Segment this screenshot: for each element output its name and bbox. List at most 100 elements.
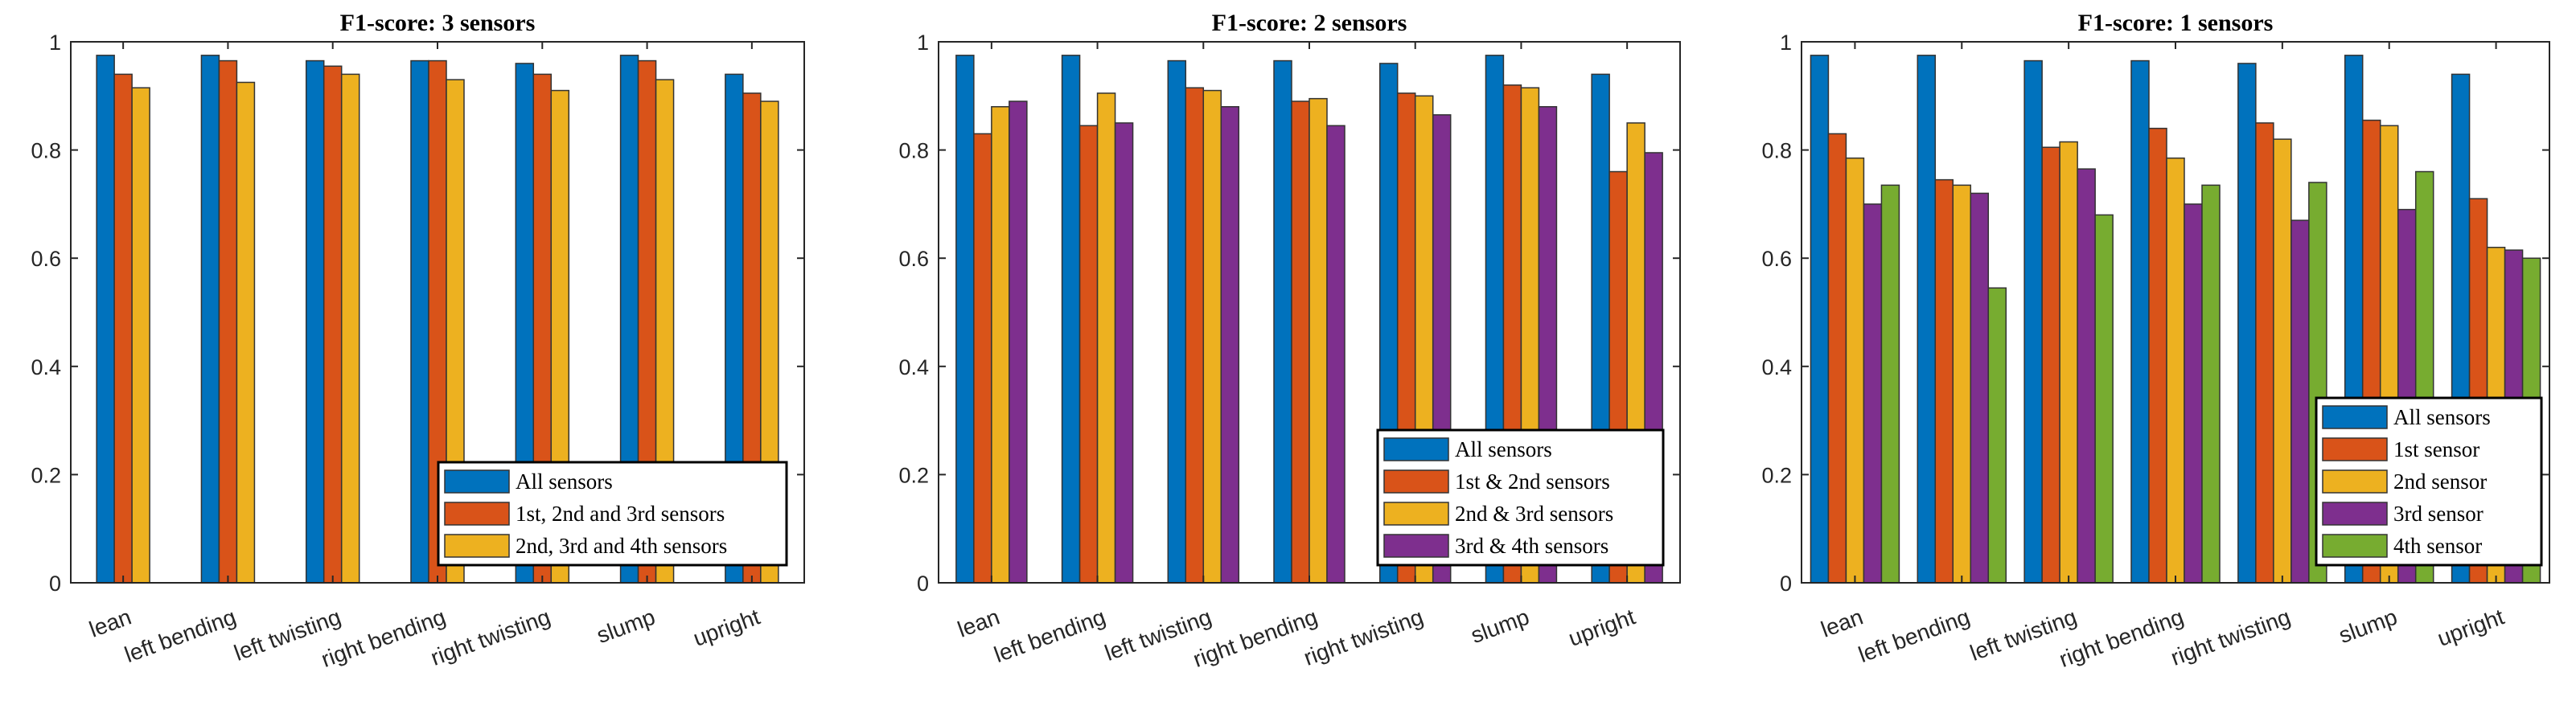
bar-2nd-3rd-sensors-left-twisting xyxy=(1202,89,1222,584)
bar-2nd-sensor-left-bending xyxy=(1952,184,1972,584)
bar-2nd-3rd-and-4th-sensors-left-bending xyxy=(236,81,256,584)
bar-all-sensors-lean xyxy=(1810,55,1830,584)
x-tick-label-lean: lean xyxy=(1818,604,1866,642)
legend-swatch-1st-2nd-and-3rd-sensors xyxy=(444,502,510,526)
legend-swatch-3rd-4th-sensors xyxy=(1383,534,1449,558)
bar-3rd-sensor-right-twisting xyxy=(2290,219,2310,584)
bar-all-sensors-right-bending xyxy=(2130,59,2150,584)
bar-all-sensors-lean xyxy=(96,55,115,584)
x-tick-label-upright: upright xyxy=(1565,604,1638,650)
bar-2nd-3rd-sensors-right-bending xyxy=(1309,97,1328,584)
bar-all-sensors-right-bending xyxy=(1273,59,1292,584)
bar-4th-sensor-left-bending xyxy=(1987,287,2007,584)
legend-label-2nd-3rd-and-4th-sensors: 2nd, 3rd and 4th sensors xyxy=(516,534,727,558)
bar-3rd-4th-sensors-right-bending xyxy=(1326,125,1346,584)
x-tick-label-right-bending: right bending xyxy=(2056,604,2187,673)
x-tick-label-right-twisting: right twisting xyxy=(2167,604,2294,670)
x-tick-label-upright: upright xyxy=(2434,604,2508,650)
bar-1st-2nd-sensors-left-twisting xyxy=(1185,87,1205,584)
y-tick-label: 0 xyxy=(49,572,61,596)
bar-2nd-3rd-and-4th-sensors-lean xyxy=(131,87,150,584)
bar-1st-sensor-left-bending xyxy=(1934,178,1954,584)
bar-4th-sensor-left-twisting xyxy=(2094,214,2114,584)
legend-swatch-3rd-sensor xyxy=(2322,502,2388,526)
legend-swatch-2nd-3rd-sensors xyxy=(1383,502,1449,526)
y-tick-label: 0.6 xyxy=(1761,247,1792,271)
legend-swatch-4th-sensor xyxy=(2322,534,2388,558)
bar-all-sensors-left-twisting xyxy=(305,59,325,584)
legend-label-1st-2nd-sensors: 1st & 2nd sensors xyxy=(1455,469,1610,494)
bar-3rd-4th-sensors-lean xyxy=(1009,100,1028,584)
y-tick-label: 0 xyxy=(1780,572,1792,596)
x-tick-label-lean: lean xyxy=(86,604,134,642)
chart-title: F1-score: 2 sensors xyxy=(1212,10,1407,36)
x-tick-label-lean: lean xyxy=(955,604,1003,642)
bar-1st-2nd-and-3rd-sensors-lean xyxy=(113,73,133,584)
y-tick-label: 0.8 xyxy=(898,139,929,163)
bar-2nd-3rd-sensors-left-bending xyxy=(1096,92,1116,584)
bar-3rd-4th-sensors-left-bending xyxy=(1114,122,1134,584)
bar-all-sensors-left-bending xyxy=(200,55,220,584)
legend: All sensors 1st, 2nd and 3rd sensors 2nd, … xyxy=(437,461,788,567)
legend-label-all-sensors: All sensors xyxy=(516,469,613,494)
y-tick-label: 0.4 xyxy=(1761,355,1792,379)
x-tick-label-slump: slump xyxy=(1468,604,1533,649)
legend-label-2nd-sensor: 2nd sensor xyxy=(2393,469,2487,494)
y-tick-label: 0.6 xyxy=(31,247,61,271)
y-tick-label: 1 xyxy=(49,31,61,55)
legend-swatch-1st-sensor xyxy=(2322,437,2388,461)
y-tick-label: 0.4 xyxy=(898,355,929,379)
legend-label-4th-sensor: 4th sensor xyxy=(2393,534,2482,558)
bar-all-sensors-left-twisting xyxy=(2023,59,2043,584)
x-tick-label-slump: slump xyxy=(2336,604,2401,649)
bar-4th-sensor-lean xyxy=(1880,184,1900,584)
bar-1st-2nd-sensors-lean xyxy=(973,133,992,584)
bar-all-sensors-left-bending xyxy=(1061,55,1081,584)
x-tick-label-left-bending: left bending xyxy=(121,604,240,668)
y-tick-label: 0.4 xyxy=(31,355,61,379)
bar-1st-sensor-left-twisting xyxy=(2041,146,2060,584)
legend-label-2nd-3rd-sensors: 2nd & 3rd sensors xyxy=(1455,502,1613,526)
x-tick-label-right-twisting: right twisting xyxy=(427,604,553,670)
bar-2nd-sensor-lean xyxy=(1845,157,1865,584)
legend-label-all-sensors: All sensors xyxy=(2393,405,2491,429)
chart-title: F1-score: 3 sensors xyxy=(340,10,536,36)
bar-2nd-sensor-right-bending xyxy=(2166,157,2185,584)
chart-title: F1-score: 1 sensors xyxy=(2078,10,2274,36)
x-tick-label-left-bending: left bending xyxy=(991,604,1109,668)
legend-label-all-sensors: All sensors xyxy=(1455,437,1552,461)
y-tick-label: 0.8 xyxy=(1761,139,1792,163)
bar-all-sensors-lean xyxy=(955,55,975,584)
y-tick-label: 0.2 xyxy=(31,463,61,487)
bar-3rd-sensor-right-bending xyxy=(2184,203,2203,584)
y-tick-label: 0 xyxy=(917,572,929,596)
bar-2nd-sensor-right-twisting xyxy=(2273,138,2292,584)
bar-all-sensors-right-twisting xyxy=(2237,63,2257,584)
bar-all-sensors-left-twisting xyxy=(1167,59,1187,584)
legend-swatch-1st-2nd-sensors xyxy=(1383,469,1449,494)
legend-swatch-all-sensors xyxy=(444,469,510,494)
bar-1st-2nd-sensors-right-bending xyxy=(1291,100,1310,584)
legend-label-1st-2nd-and-3rd-sensors: 1st, 2nd and 3rd sensors xyxy=(516,502,725,526)
bar-1st-sensor-right-twisting xyxy=(2255,122,2274,584)
y-tick-label: 0.2 xyxy=(1761,463,1792,487)
bar-1st-2nd-sensors-left-bending xyxy=(1078,125,1099,584)
x-tick-label-slump: slump xyxy=(594,604,659,649)
legend-swatch-2nd-sensor xyxy=(2322,469,2388,494)
legend-label-3rd-4th-sensors: 3rd & 4th sensors xyxy=(1455,534,1608,558)
bar-3rd-sensor-lean xyxy=(1863,203,1883,584)
bar-1st-2nd-and-3rd-sensors-left-twisting xyxy=(323,65,343,584)
legend-swatch-all-sensors xyxy=(2322,405,2388,429)
bar-4th-sensor-right-bending xyxy=(2201,184,2221,584)
bar-all-sensors-right-bending xyxy=(410,59,429,584)
bar-1st-2nd-and-3rd-sensors-left-bending xyxy=(218,59,238,584)
bar-3rd-sensor-left-bending xyxy=(1970,192,1990,584)
legend-label-3rd-sensor: 3rd sensor xyxy=(2393,502,2484,526)
bar-2nd-3rd-and-4th-sensors-left-twisting xyxy=(340,73,360,584)
bar-2nd-sensor-left-twisting xyxy=(2059,141,2078,584)
legend-swatch-all-sensors xyxy=(1383,437,1449,461)
